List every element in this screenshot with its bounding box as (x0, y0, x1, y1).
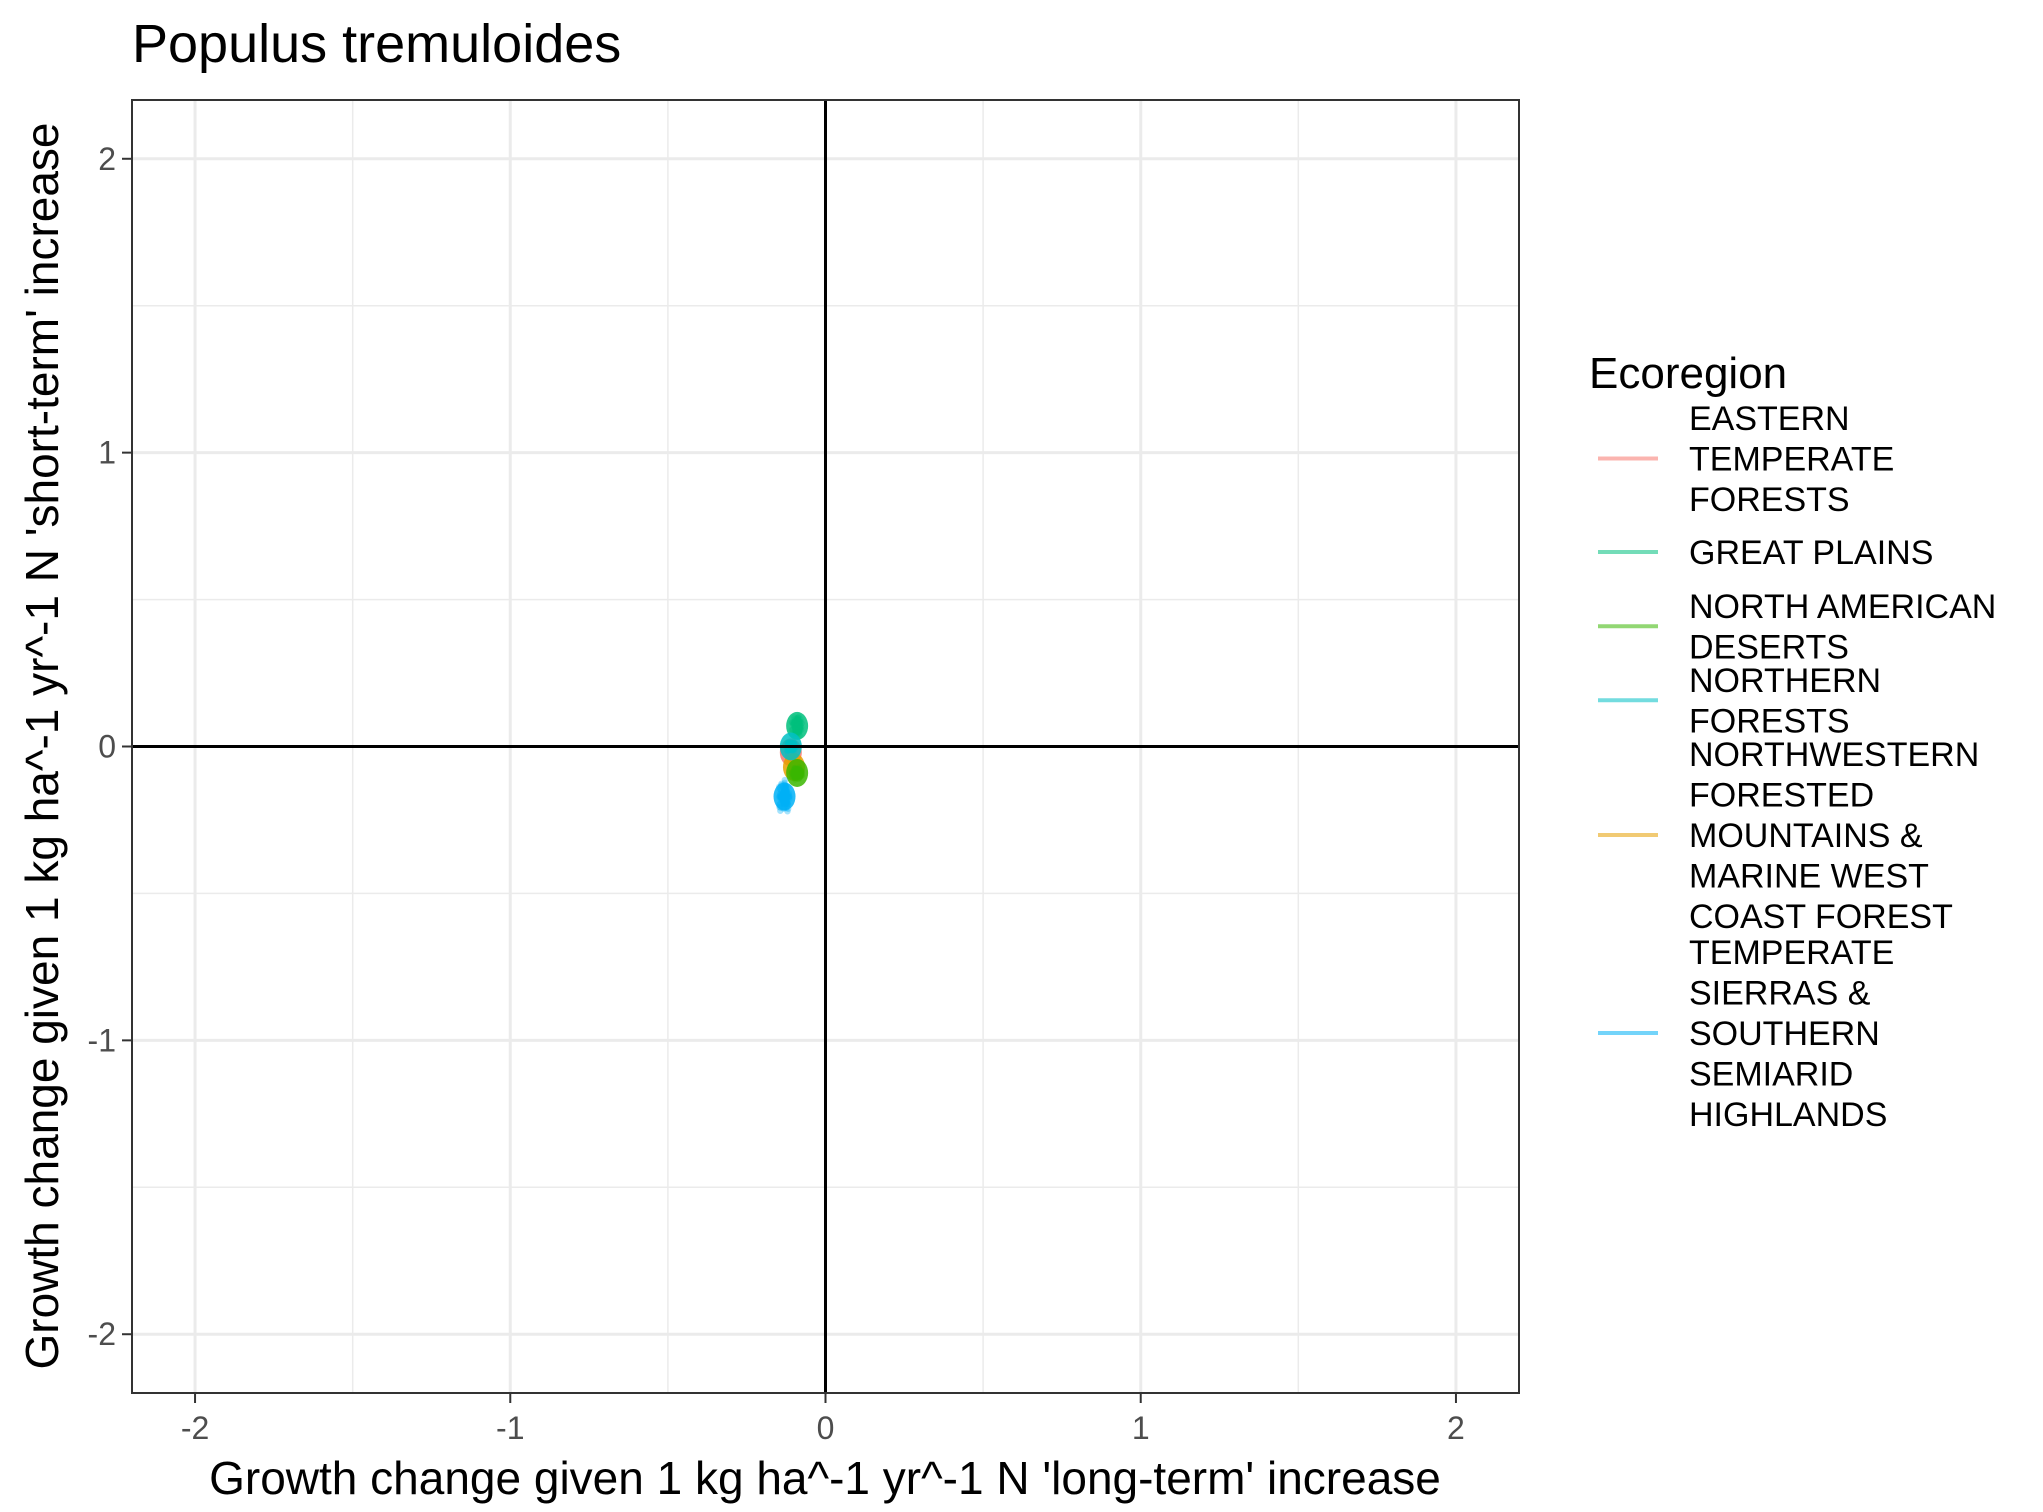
series-mean-point (786, 758, 809, 787)
legend-title: Ecoregion (1589, 349, 1787, 398)
legend-label: FORESTED (1689, 777, 1874, 815)
x-axis-ticks: -2 -1 0 1 2 (181, 1393, 1465, 1446)
legend-label: SIERRAS & (1689, 975, 1871, 1013)
legend-label: COAST FOREST (1689, 898, 1953, 936)
legend-label: NORTHERN (1689, 662, 1881, 700)
legend-label: SOUTHERN (1689, 1015, 1880, 1053)
y-tick-label: -2 (88, 1316, 116, 1352)
reference-lines (132, 100, 1519, 1393)
chart-title: Populus tremuloides (132, 14, 621, 74)
x-tick-label: -2 (181, 1410, 209, 1446)
legend-label: FORESTS (1689, 481, 1850, 519)
legend-entry: GREAT PLAINS (1598, 534, 1933, 572)
y-axis-ticks: -2 -1 0 1 2 (88, 141, 132, 1352)
x-tick-label: 0 (817, 1410, 835, 1446)
series-mean-point (773, 782, 796, 811)
legend-label: NORTHWESTERN (1689, 736, 1979, 774)
y-tick-label: 0 (98, 729, 116, 765)
legend-label: DESERTS (1689, 629, 1849, 667)
legend-label: TEMPERATE (1689, 441, 1894, 479)
legend-label: EASTERN (1689, 400, 1850, 438)
series-points (786, 711, 809, 740)
y-tick-label: 2 (98, 141, 116, 177)
x-tick-label: 2 (1447, 1410, 1465, 1446)
series-points (773, 776, 796, 815)
x-axis-title: Growth change given 1 kg ha^-1 yr^-1 N '… (209, 1452, 1441, 1504)
legend-label: FORESTS (1689, 703, 1850, 741)
y-tick-label: -1 (88, 1022, 116, 1058)
legend-label: TEMPERATE (1689, 934, 1894, 972)
data-point (781, 776, 789, 784)
legend-label: MOUNTAINS & (1689, 817, 1923, 855)
legend-label: SEMIARID (1689, 1056, 1853, 1094)
legend-label: MARINE WEST (1689, 858, 1929, 896)
legend-label: NORTH AMERICAN (1689, 588, 1996, 626)
legend-label: GREAT PLAINS (1689, 534, 1933, 572)
series-points (786, 758, 809, 787)
data-points (773, 711, 809, 815)
y-axis-title: Growth change given 1 kg ha^-1 yr^-1 N '… (16, 122, 68, 1369)
x-tick-label: -1 (496, 1410, 524, 1446)
legend-label: HIGHLANDS (1689, 1096, 1887, 1134)
x-tick-label: 1 (1132, 1410, 1150, 1446)
y-tick-label: 1 (98, 435, 116, 471)
plot-panel (131, 99, 1520, 1394)
